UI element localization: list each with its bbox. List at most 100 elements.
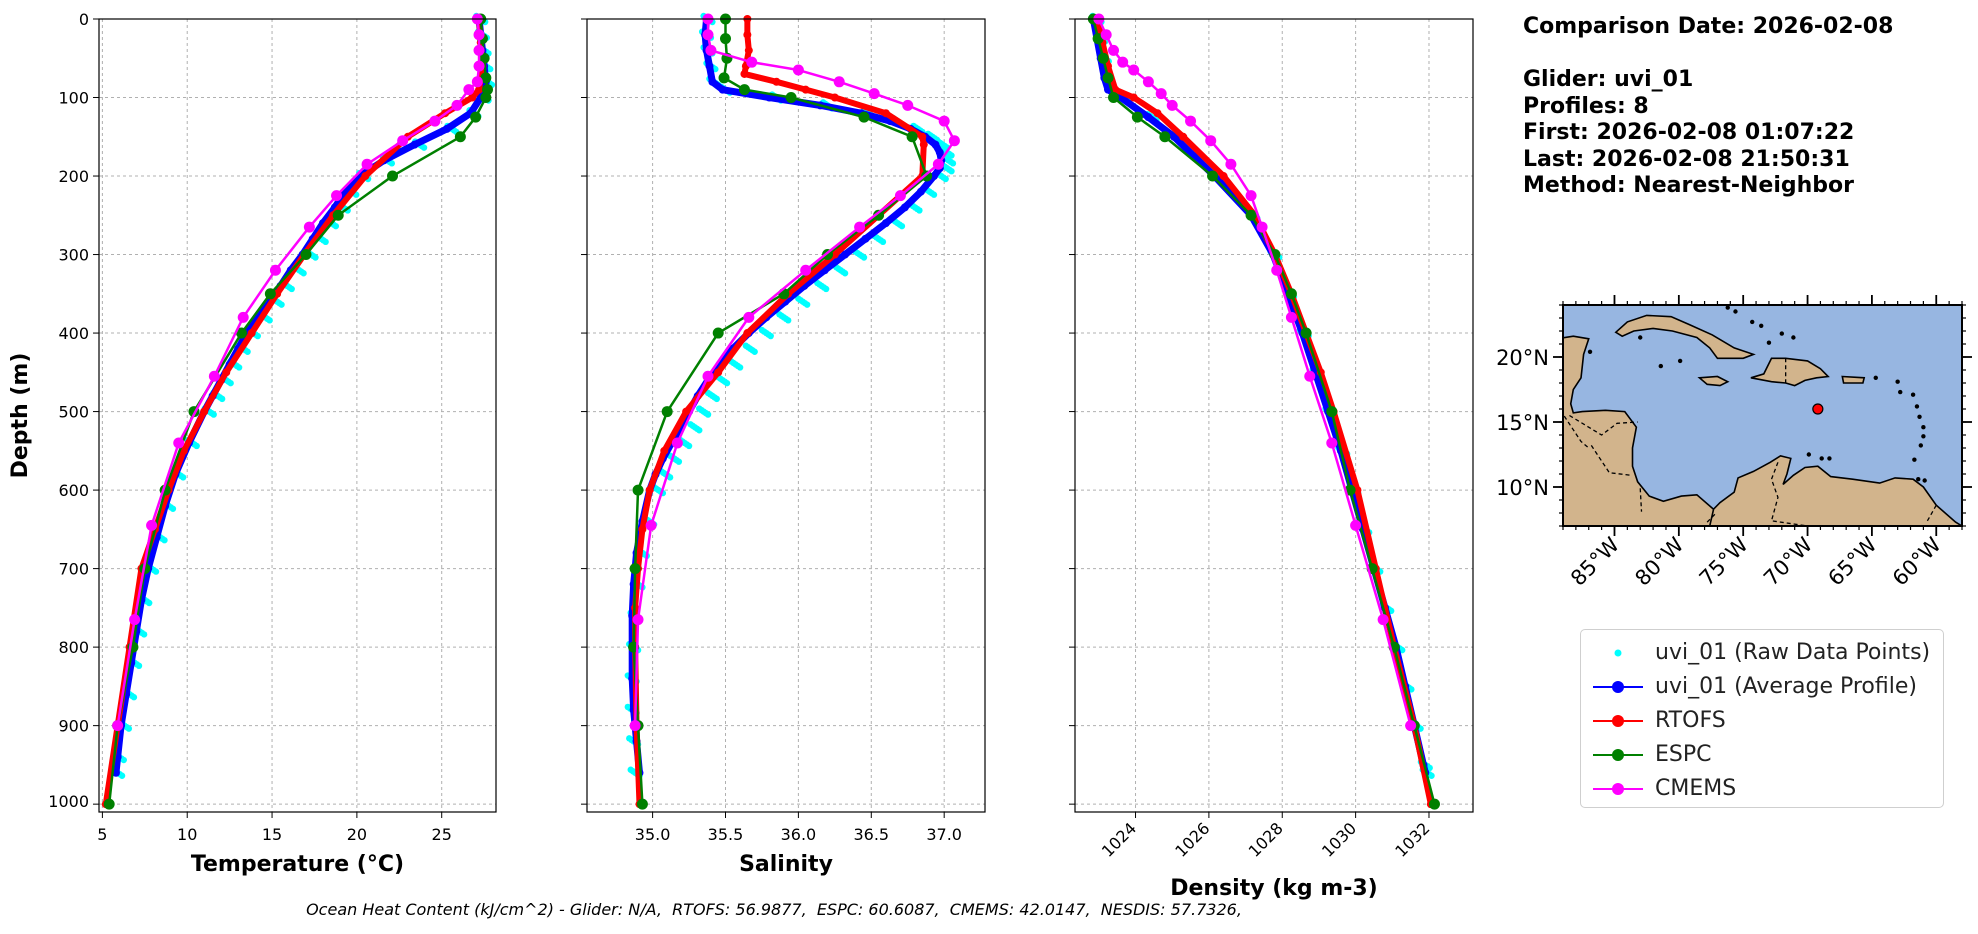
temperature-raw-point xyxy=(288,285,295,293)
temperature-raw-point xyxy=(487,65,494,73)
info-panel: Comparison Date: 2026-02-08 Glider: uvi_0… xyxy=(1523,14,1893,200)
density-xlabel: Density (kg m-3) xyxy=(1170,876,1378,901)
density-marker-2 xyxy=(1111,85,1120,94)
salinity-line-4 xyxy=(633,17,956,727)
salinity-series-4 xyxy=(629,13,960,732)
map-island xyxy=(1759,323,1764,328)
density-marker-4 xyxy=(1205,135,1217,147)
map-island xyxy=(1658,363,1664,369)
salinity-series-1 xyxy=(628,15,946,777)
profile-count: Profiles: 8 xyxy=(1523,93,1649,119)
salinity-marker-3 xyxy=(785,92,797,104)
density-marker-2 xyxy=(1353,486,1362,495)
temperature-raw-point xyxy=(388,160,396,167)
panel-temperature: 0 100 200 300 400 500 600 700 800 900 1000 5 10 15 20 2… xyxy=(8,10,497,877)
temperature-raw-point xyxy=(140,631,148,638)
salinity-marker-4 xyxy=(932,158,944,170)
map-ytick-label: 15°N xyxy=(1496,411,1549,435)
density-marker-4 xyxy=(1256,221,1268,233)
salinity-xtick-label: 35.5 xyxy=(708,825,744,844)
salinity-marker-4 xyxy=(854,221,866,233)
temperature-raw-point xyxy=(120,756,127,764)
salinity-marker-4 xyxy=(702,29,714,41)
density-xtick-label: 1030 xyxy=(1318,819,1360,861)
density-marker-3 xyxy=(1428,798,1440,810)
legend-label-espc: ESPC xyxy=(1655,742,1712,767)
salinity-raw-point xyxy=(713,395,720,403)
temperature-raw-point xyxy=(235,364,243,371)
temperature-raw-point xyxy=(420,144,428,151)
salinity-marker-4 xyxy=(948,135,960,147)
temperature-xtick-label: 10 xyxy=(177,825,197,844)
density-marker-4 xyxy=(1166,99,1178,111)
salinity-raw-point xyxy=(685,442,693,450)
salinity-marker-1 xyxy=(718,85,727,94)
temperature-raw-point xyxy=(300,270,307,277)
temperature-xlabel: Temperature (°C) xyxy=(191,852,404,877)
salinity-raw-point xyxy=(803,301,811,308)
salinity-marker-3 xyxy=(629,563,641,575)
salinity-marker-3 xyxy=(718,72,730,84)
salinity-raw-point xyxy=(898,222,906,230)
map-border xyxy=(1705,513,1716,524)
map-puerto-rico xyxy=(1841,375,1866,384)
salinity-marker-2 xyxy=(744,46,753,55)
density-marker-4 xyxy=(1142,76,1154,88)
map-cuba xyxy=(1614,314,1756,360)
map-island xyxy=(1827,456,1832,461)
salinity-marker-4 xyxy=(705,44,717,56)
map-glider-location xyxy=(1812,403,1824,415)
map-island xyxy=(1914,404,1920,409)
density-marker-4 xyxy=(1350,519,1362,531)
salinity-marker-2 xyxy=(682,407,691,416)
map-island xyxy=(1916,477,1921,482)
salinity-marker-3 xyxy=(661,406,673,418)
temperature-marker-4 xyxy=(331,190,343,202)
map-frame xyxy=(1562,304,1963,527)
temperature-marker-3 xyxy=(480,72,492,84)
salinity-raw-point xyxy=(704,411,712,418)
temperature-marker-1 xyxy=(410,140,419,149)
salinity-raw-point xyxy=(767,332,774,340)
salinity-marker-1 xyxy=(929,172,938,181)
density-series-1 xyxy=(1089,15,1430,777)
salinity-marker-2 xyxy=(638,525,647,534)
temperature-marker-4 xyxy=(129,614,141,626)
map-island xyxy=(1895,379,1900,384)
density-raw-point xyxy=(1428,772,1435,779)
density-marker-4 xyxy=(1225,158,1237,170)
salinity-marker-3 xyxy=(738,84,750,96)
map-island xyxy=(1898,389,1903,395)
temperature-raw-point xyxy=(227,379,234,387)
salinity-raw-point xyxy=(785,317,792,324)
salinity-raw-point xyxy=(736,364,744,371)
temperature-series-1 xyxy=(111,15,490,777)
temperature-marker-4 xyxy=(303,221,315,233)
salinity-marker-3 xyxy=(712,327,724,339)
temperature-marker-3 xyxy=(478,52,490,64)
salinity-marker-2 xyxy=(743,329,752,338)
density-marker-3 xyxy=(1097,52,1109,64)
salinity-marker-4 xyxy=(800,264,812,276)
salinity-raw-point xyxy=(916,207,923,214)
temperature-raw-point xyxy=(278,301,285,308)
map-island xyxy=(1921,425,1926,430)
salinity-marker-1 xyxy=(881,219,890,228)
map-island xyxy=(1806,452,1812,457)
legend-entry-raw: uvi_01 (Raw Data Points) xyxy=(1581,636,1943,670)
comparison-date: Comparison Date: 2026-02-08 xyxy=(1523,14,1894,39)
legend-entry-rtofs: RTOFS xyxy=(1581,704,1943,738)
temperature-marker-4 xyxy=(361,158,373,170)
salinity-xtick-label: 35.0 xyxy=(635,825,671,844)
temperature-raw-point xyxy=(266,317,273,324)
density-marker-3 xyxy=(1102,72,1114,84)
temperature-xtick-label: 25 xyxy=(432,825,452,844)
temperature-marker-3 xyxy=(470,111,482,123)
map-xtick-label: 75°W xyxy=(1695,532,1753,590)
salinity-raw-point xyxy=(723,379,731,387)
method: Method: Nearest-Neighbor xyxy=(1523,173,1854,198)
salinity-marker-2 xyxy=(919,140,928,149)
map-border xyxy=(1590,445,1632,476)
map-island xyxy=(1766,340,1772,345)
density-marker-4 xyxy=(1304,370,1316,382)
